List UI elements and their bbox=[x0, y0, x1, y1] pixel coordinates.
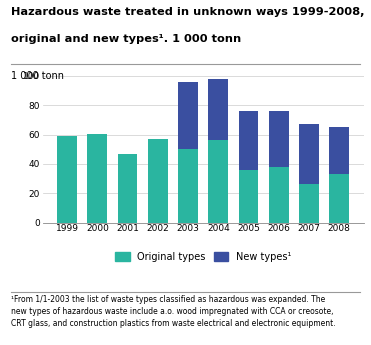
Bar bbox=[269, 167, 289, 223]
Bar bbox=[148, 139, 168, 223]
Text: 1 000 tonn: 1 000 tonn bbox=[11, 71, 64, 81]
Bar bbox=[299, 184, 319, 223]
Legend: Original types, New types¹: Original types, New types¹ bbox=[115, 252, 291, 262]
Bar bbox=[329, 174, 349, 223]
Bar bbox=[209, 140, 228, 223]
Bar bbox=[118, 154, 137, 223]
Text: ¹From 1/1-2003 the list of waste types classified as hazardous was expanded. The: ¹From 1/1-2003 the list of waste types c… bbox=[11, 295, 336, 328]
Bar bbox=[209, 79, 228, 140]
Bar bbox=[239, 111, 258, 170]
Bar bbox=[88, 134, 107, 223]
Bar bbox=[269, 111, 289, 167]
Text: Hazardous waste treated in unknown ways 1999-2008,: Hazardous waste treated in unknown ways … bbox=[11, 7, 365, 17]
Text: original and new types¹. 1 000 tonn: original and new types¹. 1 000 tonn bbox=[11, 34, 242, 45]
Bar bbox=[329, 127, 349, 174]
Bar bbox=[239, 170, 258, 223]
Bar bbox=[57, 136, 77, 223]
Bar bbox=[299, 124, 319, 184]
Bar bbox=[178, 149, 198, 223]
Bar bbox=[178, 82, 198, 149]
